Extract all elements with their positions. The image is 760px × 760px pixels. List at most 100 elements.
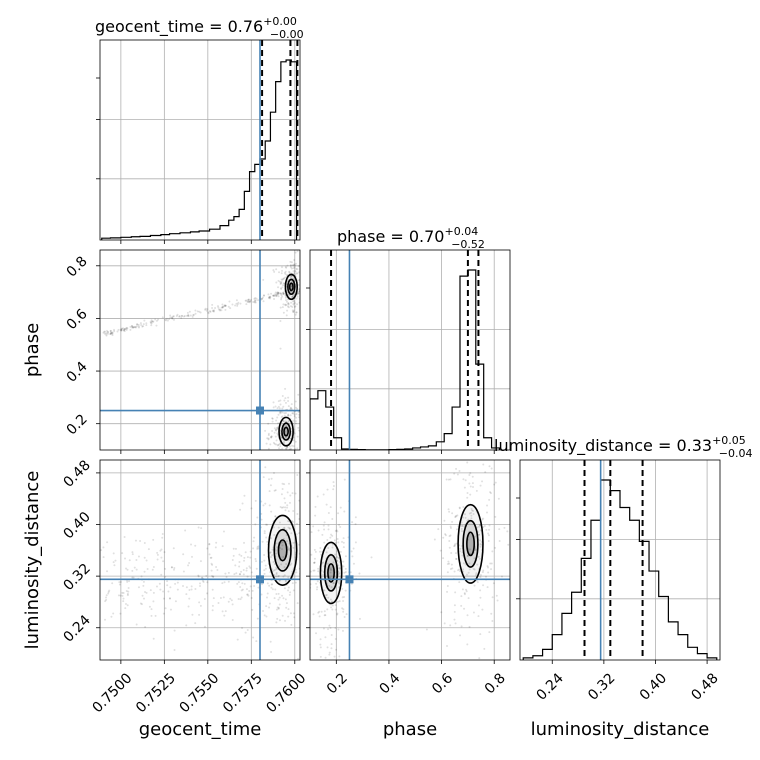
sample-point-454 (230, 599, 233, 602)
sample-point-422 (450, 552, 453, 555)
sample-point-325 (293, 432, 296, 435)
sample-point-372 (197, 574, 200, 577)
sample-point-705 (149, 321, 152, 324)
sample-point-509 (243, 541, 246, 544)
sample-point-100 (326, 488, 329, 491)
scatter-phase-vs-geocent-time (102, 250, 300, 450)
sample-point-537 (223, 614, 226, 617)
truth-marker-2-1 (345, 575, 354, 584)
sample-point-76 (317, 567, 320, 570)
sample-point-248 (275, 268, 278, 271)
sample-point-364 (455, 557, 458, 560)
sample-point-658 (221, 303, 224, 306)
sample-point-229 (249, 556, 252, 559)
sample-point-182 (322, 561, 325, 564)
sample-point-72 (354, 541, 357, 544)
sample-point-141 (296, 268, 299, 271)
sample-point-244 (278, 271, 281, 274)
sample-point-508 (497, 497, 500, 500)
sample-point-355 (250, 596, 253, 599)
sample-point-16 (334, 637, 337, 640)
sample-point-297 (284, 401, 287, 404)
sample-point-54 (336, 600, 339, 603)
sample-point-151 (279, 292, 282, 295)
sample-point-562 (117, 328, 120, 331)
sample-point-284 (208, 553, 211, 556)
sample-point-43 (291, 521, 294, 524)
sample-point-339 (206, 547, 209, 550)
sample-point-343 (278, 619, 281, 622)
sample-point-118 (288, 527, 291, 530)
xtick-label-phase-3: 0.8 (482, 670, 509, 697)
sample-point-347 (263, 614, 266, 617)
sample-point-605 (268, 296, 271, 299)
sample-point-209 (240, 589, 243, 592)
sample-point-253 (330, 586, 333, 589)
sample-point-34 (284, 303, 287, 306)
sample-point-383 (297, 426, 300, 429)
sample-point-499 (272, 441, 275, 444)
sample-point-148 (338, 523, 341, 526)
sample-point-296 (156, 553, 159, 556)
sample-point-56 (350, 550, 353, 553)
sample-point-517 (194, 588, 197, 591)
sample-point-185 (284, 509, 287, 512)
sample-point-110 (287, 547, 290, 550)
sample-point-218 (280, 280, 283, 283)
sample-point-145 (282, 303, 285, 306)
sample-point-325 (105, 594, 108, 597)
sample-point-182 (281, 544, 284, 547)
sample-point-495 (473, 535, 476, 538)
sample-point-145 (296, 522, 299, 525)
sample-point-58 (294, 273, 297, 276)
sample-point-509 (479, 633, 482, 636)
sample-point-514 (284, 411, 287, 414)
sample-point-370 (494, 481, 497, 484)
sample-point-87 (337, 575, 340, 578)
sample-point-239 (314, 514, 317, 517)
hist-geocent-time (101, 59, 298, 240)
sample-point-516 (443, 622, 446, 625)
sample-point-501 (292, 445, 295, 448)
sample-point-691 (216, 305, 219, 308)
xtick-label-luminosity-distance-0: 0.24 (534, 670, 567, 703)
sample-point-340 (466, 643, 469, 646)
sample-point-719 (106, 329, 109, 332)
sample-point-627 (192, 314, 195, 317)
sample-point-604 (145, 322, 148, 325)
sample-point-420 (263, 559, 266, 562)
sample-point-73 (370, 556, 373, 559)
sample-point-36 (280, 298, 283, 301)
sample-point-394 (451, 512, 454, 515)
sample-point-532 (107, 590, 110, 593)
sample-point-149 (264, 564, 267, 567)
sample-point-26 (271, 548, 274, 551)
sample-point-136 (270, 586, 273, 589)
sample-point-246 (294, 313, 297, 316)
sample-point-447 (460, 525, 463, 528)
truth-marker-1-0 (256, 406, 264, 415)
sample-point-338 (282, 419, 285, 422)
sample-point-721 (139, 322, 142, 325)
sample-point-526 (119, 328, 122, 331)
sample-point-569 (172, 315, 175, 318)
sample-point-567 (196, 310, 199, 313)
sample-point-325 (477, 533, 480, 536)
sample-point-532 (143, 319, 146, 322)
sample-point-693 (275, 294, 278, 297)
sample-point-425 (248, 565, 251, 568)
sample-point-471 (463, 592, 466, 595)
sample-point-711 (247, 300, 250, 303)
sample-point-485 (119, 581, 122, 584)
sample-point-467 (466, 554, 469, 557)
sample-point-512 (143, 556, 146, 559)
sample-point-38 (293, 616, 296, 619)
sample-point-383 (185, 593, 188, 596)
sample-point-122 (280, 287, 283, 290)
sample-point-674 (220, 309, 223, 312)
sample-point-544 (222, 530, 225, 533)
sample-point-413 (172, 568, 175, 571)
sample-point-701 (280, 294, 283, 297)
sample-point-320 (151, 568, 154, 571)
sample-point-275 (271, 429, 274, 432)
